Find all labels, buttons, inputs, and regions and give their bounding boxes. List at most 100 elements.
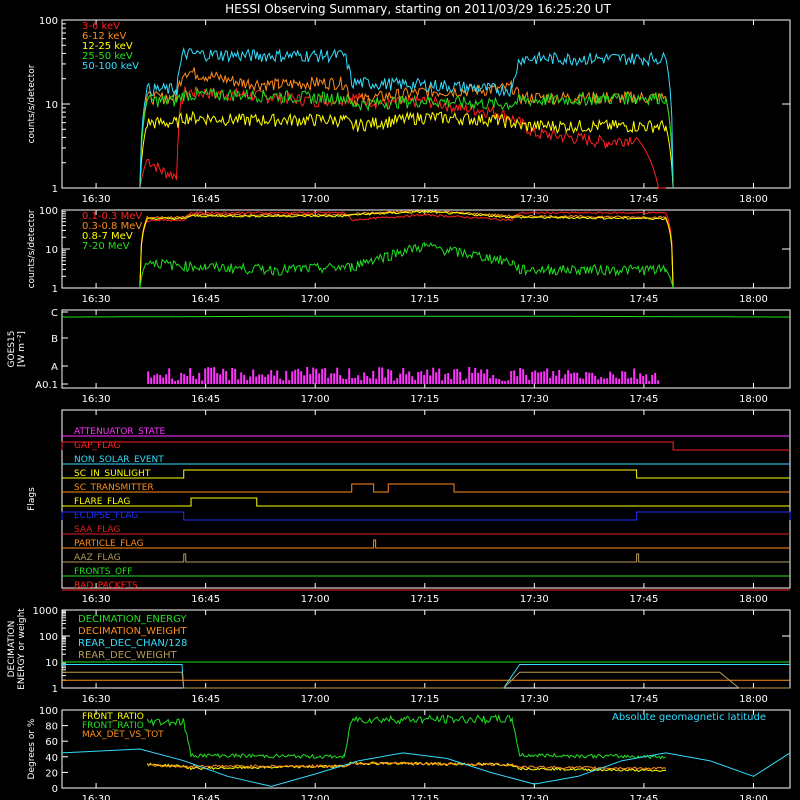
goes-spike — [147, 371, 150, 384]
panel-4-xtick-label: 17:30 — [520, 694, 549, 705]
panel-4-ylabel: ENERGY or weight — [17, 608, 27, 690]
goes-spike — [372, 370, 375, 384]
flag-1-label: GAP_FLAG — [74, 441, 120, 451]
legend-4-0: DECIMATION_ENERGY — [78, 614, 187, 625]
series-4-2-line — [62, 664, 790, 689]
goes-spike — [423, 374, 426, 384]
geomagnetic-annotation: Absolute geomagnetic latitude — [612, 712, 766, 723]
goes-spike — [375, 378, 378, 384]
panel-5-xtick-label: 18:00 — [739, 794, 768, 800]
goes-spike — [612, 374, 615, 384]
panel-3-xtick-label: 17:15 — [410, 594, 439, 605]
flag-9-label: AAZ_FLAG — [74, 553, 121, 563]
goes-spike — [648, 380, 651, 384]
flag-3-line — [62, 469, 790, 479]
goes-spike — [279, 378, 282, 384]
goes-spike — [453, 369, 456, 384]
panel-2-ytick-label: C — [51, 308, 58, 319]
panel-0-ylabel: counts/s/detector — [27, 64, 37, 143]
panel-4-ytick-label: 1000 — [33, 606, 58, 617]
series-1-1-line — [139, 210, 674, 289]
panel-5-frame — [61, 709, 791, 789]
goes-spike — [306, 367, 309, 384]
goes-spike — [546, 368, 549, 384]
panel-2-xtick-label: 16:45 — [191, 394, 220, 405]
panel-2-ytick-label: A — [51, 362, 58, 373]
panel-1-xtick-label: 17:00 — [301, 294, 330, 305]
goes-spike — [444, 374, 447, 384]
panel-0-xtick-label: 17:15 — [410, 194, 439, 205]
goes-spike — [189, 368, 192, 384]
panel-1-xtick-label: 17:15 — [410, 294, 439, 305]
goes-spike — [243, 374, 246, 384]
flag-0-label: ATTENUATOR_STATE — [74, 427, 166, 437]
series-5-1-line — [146, 713, 667, 760]
goes-spike — [297, 368, 300, 384]
flag-4-label: SC_TRANSMITTER — [74, 483, 154, 493]
goes-spike — [408, 371, 411, 384]
legend-0-3: 25-50 keV — [82, 51, 133, 62]
panel-1-ylabel: counts/s/detector — [27, 209, 37, 288]
goes-spike — [435, 372, 438, 384]
legend-5-2: MAX_DET_VS_TOT — [82, 730, 164, 740]
flag-11-label: BAD_PACKETS — [74, 581, 138, 591]
goes-spike — [531, 371, 534, 384]
panel-3-xtick-label: 17:00 — [301, 594, 330, 605]
goes-spike — [162, 377, 165, 384]
goes-spike — [504, 380, 507, 384]
goes-spike — [495, 378, 498, 384]
panel-2-xtick-label: 17:45 — [629, 394, 658, 405]
goes-spike — [645, 374, 648, 384]
goes-spike — [240, 372, 243, 384]
panel-3-frame — [61, 409, 791, 589]
panel-1-xtick-label: 16:30 — [82, 294, 111, 305]
goes-spike — [246, 380, 249, 384]
goes-spike — [303, 375, 306, 384]
goes-spike — [363, 372, 366, 384]
goes-spike — [336, 367, 339, 384]
goes-spike — [270, 370, 273, 384]
goes-spike — [267, 374, 270, 384]
goes-spike — [474, 368, 477, 384]
goes-spike — [384, 377, 387, 384]
goes-spike — [264, 377, 267, 384]
panel-3-xtick-label: 17:30 — [520, 594, 549, 605]
panel-1-ytick-label: 100 — [39, 206, 58, 217]
series-0-3-line — [139, 86, 674, 189]
goes-spike — [432, 367, 435, 384]
panel-0-xtick-label: 16:30 — [82, 194, 111, 205]
panel-2-xtick-label: 17:30 — [520, 394, 549, 405]
panel-2-ytick-label: B — [51, 334, 58, 345]
legend-0-1: 6-12 keV — [82, 31, 126, 42]
goes-spike — [156, 373, 159, 384]
flag-10-label: FRONTS_OFF — [74, 567, 132, 577]
series-5-3-line — [61, 748, 791, 787]
goes-spike — [603, 378, 606, 384]
figure-title: HESSI Observing Summary, starting on 201… — [225, 2, 611, 16]
goes-spike — [633, 368, 636, 384]
goes-spike — [333, 373, 336, 384]
goes-spike — [417, 372, 420, 384]
panel-3-xtick-label: 17:45 — [629, 594, 658, 605]
goes-spike — [282, 380, 285, 384]
series-2-0-line — [62, 315, 790, 318]
goes-spike — [630, 377, 633, 384]
goes-spike — [315, 368, 318, 384]
goes-spike — [621, 371, 624, 384]
goes-spike — [462, 380, 465, 384]
goes-spike — [195, 378, 198, 384]
goes-spike — [342, 378, 345, 384]
legend-1-3: 7-20 MeV — [82, 241, 130, 252]
goes-spike — [231, 367, 234, 384]
panel-4-ytick-label: 1 — [52, 684, 58, 695]
flag-3-label: SC_IN_SUNLIGHT — [74, 469, 151, 479]
flag-5-line — [62, 497, 790, 507]
series-0-4-line — [139, 47, 674, 189]
goes-spike — [576, 372, 579, 384]
goes-spike — [393, 380, 396, 384]
goes-spike — [222, 368, 225, 384]
goes-spike — [291, 371, 294, 384]
goes-spike — [480, 369, 483, 384]
goes-spike — [330, 373, 333, 384]
flag-9-line — [62, 553, 790, 563]
